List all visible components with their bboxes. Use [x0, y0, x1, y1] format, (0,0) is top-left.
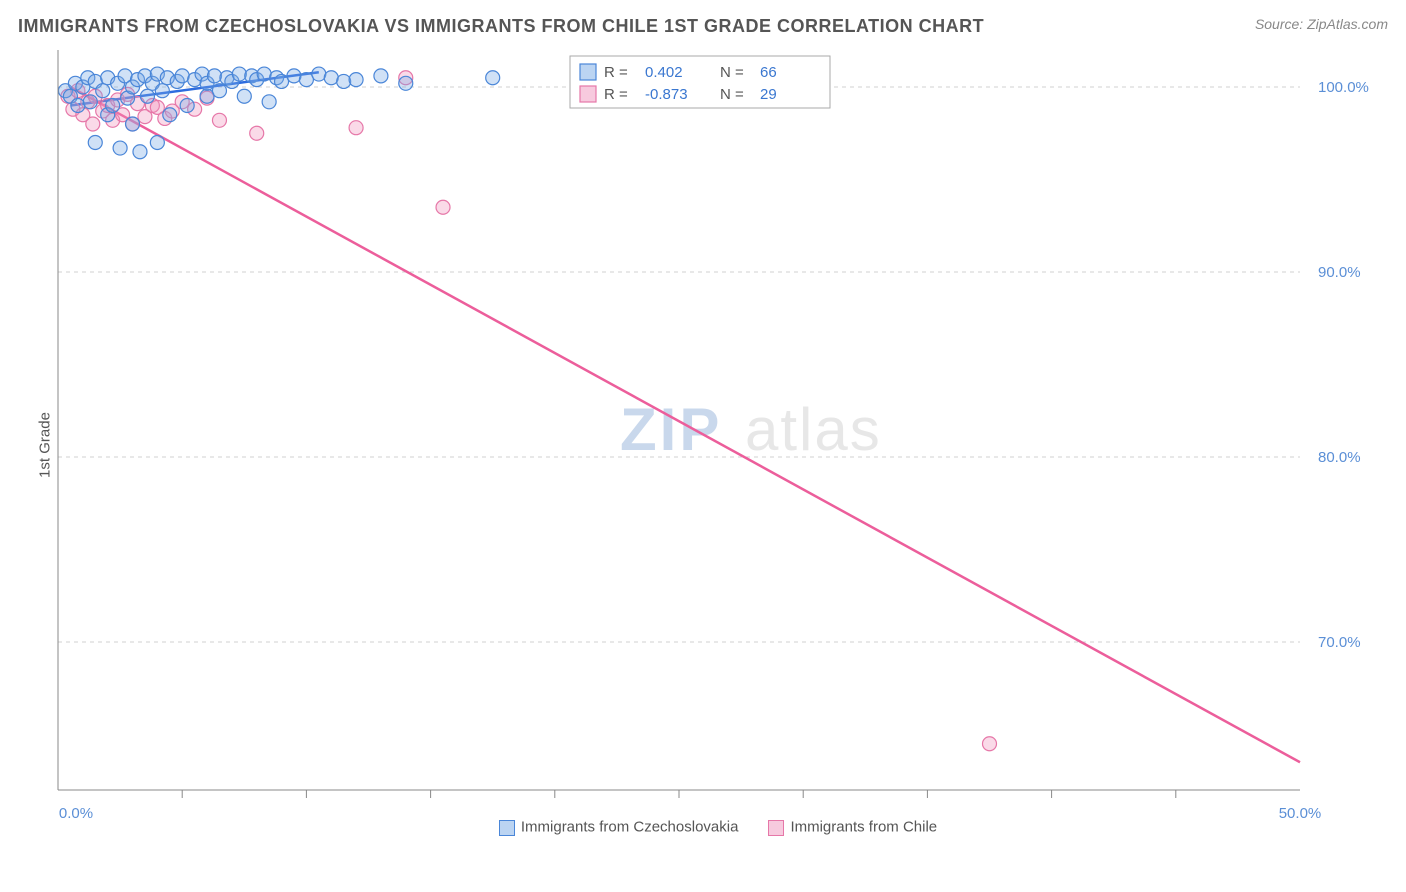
- svg-text:R =: R =: [604, 86, 628, 103]
- svg-text:80.0%: 80.0%: [1318, 449, 1361, 466]
- svg-text:N =: N =: [720, 64, 744, 81]
- source-name: ZipAtlas.com: [1307, 16, 1388, 32]
- chart-title: IMMIGRANTS FROM CZECHOSLOVAKIA VS IMMIGR…: [18, 16, 984, 36]
- legend-item-pink: Immigrants from Chile: [768, 818, 937, 836]
- svg-text:ZIP: ZIP: [620, 396, 722, 463]
- y-axis-label: 1st Grade: [36, 412, 53, 478]
- plot-container: 1st Grade 70.0%80.0%90.0%100.0%ZIPatlas0…: [50, 50, 1386, 840]
- svg-text:100.0%: 100.0%: [1318, 79, 1369, 96]
- svg-text:R =: R =: [604, 64, 628, 81]
- svg-text:66: 66: [760, 64, 777, 81]
- svg-text:-0.873: -0.873: [645, 86, 688, 103]
- legend-label-blue: Immigrants from Czechoslovakia: [521, 819, 739, 836]
- legend-item-blue: Immigrants from Czechoslovakia: [499, 818, 739, 836]
- source-prefix: Source:: [1255, 16, 1307, 32]
- svg-text:90.0%: 90.0%: [1318, 264, 1361, 281]
- svg-text:N =: N =: [720, 86, 744, 103]
- legend-swatch-blue: [499, 820, 515, 836]
- chart-header: IMMIGRANTS FROM CZECHOSLOVAKIA VS IMMIGR…: [18, 16, 1388, 46]
- legend-label-pink: Immigrants from Chile: [790, 819, 937, 836]
- bottom-legend: Immigrants from Czechoslovakia Immigrant…: [50, 818, 1386, 836]
- legend-swatch-pink: [768, 820, 784, 836]
- svg-text:atlas: atlas: [745, 396, 882, 463]
- source-attribution: Source: ZipAtlas.com: [1255, 16, 1388, 32]
- svg-text:70.0%: 70.0%: [1318, 634, 1361, 651]
- svg-text:29: 29: [760, 86, 777, 103]
- scatter-plot-svg: 70.0%80.0%90.0%100.0%ZIPatlas0.0%50.0%R …: [50, 50, 1386, 840]
- svg-text:0.402: 0.402: [645, 64, 683, 81]
